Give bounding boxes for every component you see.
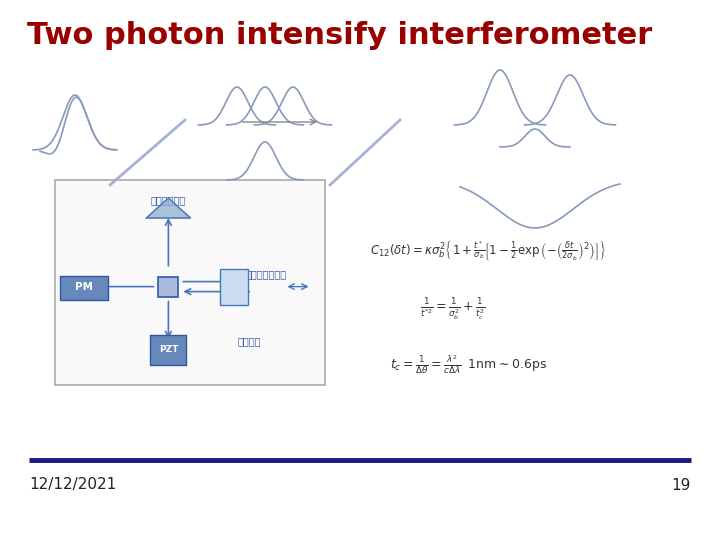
Bar — [220, 268, 248, 305]
Text: $\frac{1}{t^{*2}} = \frac{1}{\sigma_b^{2}} + \frac{1}{t_c^{2}}$: $\frac{1}{t^{*2}} = \frac{1}{\sigma_b^{2… — [420, 297, 485, 323]
Text: PM: PM — [75, 281, 93, 292]
Text: 19: 19 — [672, 477, 691, 492]
Text: 可移动反射镜镜: 可移动反射镜镜 — [245, 269, 286, 280]
Bar — [60, 275, 108, 300]
Bar — [55, 180, 325, 385]
Text: PZT: PZT — [158, 345, 178, 354]
Polygon shape — [146, 198, 190, 218]
Bar — [158, 276, 179, 296]
Text: Two photon intensify interferometer: Two photon intensify interferometer — [27, 21, 652, 50]
Text: $C_{12}(\delta t) = \kappa\sigma_b^{2}\left\{1+\frac{t^*}{\sigma_b}\left[1-\frac: $C_{12}(\delta t) = \kappa\sigma_b^{2}\l… — [370, 238, 606, 262]
Bar — [150, 335, 186, 365]
Text: 固定反射镜镜: 固定反射镜镜 — [150, 195, 186, 205]
Text: 12/12/2021: 12/12/2021 — [29, 477, 116, 492]
Text: $t_c = \frac{1}{\Delta\theta} = \frac{\lambda^2}{c\Delta\lambda} \;\; 1\mathrm{n: $t_c = \frac{1}{\Delta\theta} = \frac{\l… — [390, 354, 547, 376]
Text: 步进电机: 步进电机 — [238, 336, 261, 347]
